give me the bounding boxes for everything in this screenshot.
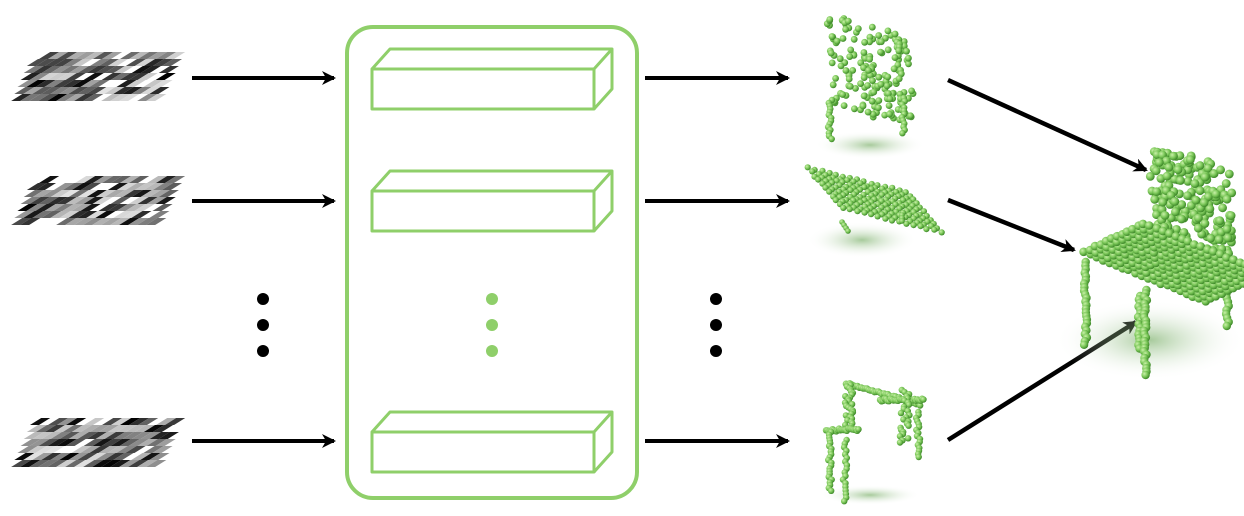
point-cloud-icon [804, 164, 945, 258]
point-cloud-icon [820, 380, 927, 505]
generator-container [345, 25, 639, 500]
ellipsis-center [486, 293, 498, 357]
cuboid-block-icon [370, 169, 614, 233]
ellipsis-left [257, 293, 269, 357]
cuboid-block-icon [370, 47, 614, 111]
noise-grid-icon [11, 418, 186, 467]
noise-grid-icon [11, 52, 186, 101]
noise-grid-icon [11, 176, 186, 225]
merge-arrow-1 [947, 77, 1148, 173]
ellipsis-right [710, 293, 722, 357]
merge-arrow-2 [947, 197, 1076, 253]
chair-point-cloud [1055, 147, 1244, 380]
point-cloud-icon [815, 15, 925, 159]
cuboid-block-icon [370, 410, 614, 474]
